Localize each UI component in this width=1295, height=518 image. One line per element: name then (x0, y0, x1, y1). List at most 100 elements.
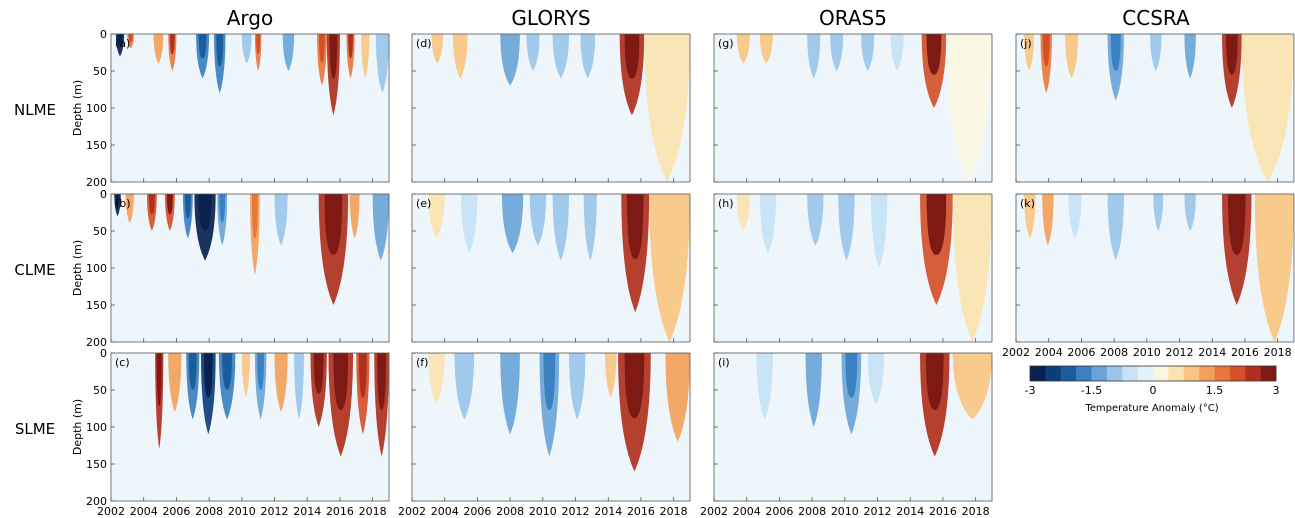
panel-i: (i) 2002 2004 2006 2008 2010 2012 2014 2016 2018 (700, 352, 993, 518)
anomaly-core (257, 353, 265, 390)
panel-a: (a) 0 50 100 150 200 Depth (m) (71, 28, 390, 189)
x-tick-label: 2008 (195, 505, 223, 518)
anomaly-core (313, 353, 324, 394)
y-tick-label: 50 (93, 65, 107, 78)
colorbar-swatch (1229, 366, 1246, 381)
anomaly-patch (1254, 194, 1294, 342)
y-tick-label: 50 (93, 225, 107, 238)
anomaly-patch (274, 353, 288, 413)
x-tick-label: 2006 (1067, 346, 1095, 359)
anomaly-core (925, 353, 944, 410)
panel-label: (e) (416, 197, 431, 210)
panel-d: (d) (411, 33, 691, 183)
colorbar-swatch (1045, 366, 1062, 381)
x-tick-label: 2018 (1264, 346, 1292, 359)
anomaly-core (216, 34, 224, 67)
colorbar-tick-label: 0 (1150, 384, 1157, 397)
anomaly-core (358, 353, 367, 398)
anomaly-core (626, 194, 644, 260)
anomaly-patch (568, 353, 586, 420)
anomaly-patch (153, 34, 164, 64)
anomaly-patch (454, 353, 475, 420)
panel-label: (f) (416, 356, 428, 369)
anomaly-patch (1042, 194, 1054, 246)
x-tick-label: 2008 (1100, 346, 1128, 359)
anomaly-patch (452, 34, 468, 79)
colorbar-swatch (1076, 366, 1092, 381)
x-tick-label: 2002 (1002, 346, 1030, 359)
anomaly-patch (552, 34, 569, 79)
colorbar-frame (1029, 365, 1277, 382)
colorbar-label: Temperature Anomaly (°C) (1084, 403, 1218, 414)
anomaly-patch (1024, 34, 1034, 71)
y-tick-label: 100 (86, 421, 107, 434)
colorbar-swatch (1122, 366, 1138, 381)
y-tick-label: 150 (86, 458, 107, 471)
colorbar-swatch (1106, 366, 1123, 381)
anomaly-patch (125, 194, 134, 224)
x-tick-label: 2014 (293, 505, 321, 518)
row-label-clme: CLME (14, 261, 55, 279)
x-tick-label: 2010 (228, 505, 256, 518)
anomaly-core (329, 34, 338, 79)
anomaly-patch (375, 34, 389, 94)
panel-label: (c) (115, 356, 130, 369)
panel-f: (f) 2002 2004 2006 2008 2010 2012 2014 2016 2018 (398, 352, 691, 518)
anomaly-core (1042, 34, 1050, 67)
anomaly-patch (1184, 194, 1196, 231)
panel-b: (b) 0 50 100 150 200 Depth (m) (71, 188, 390, 349)
x-tick-label: 2008 (798, 505, 826, 518)
anomaly-core (1110, 34, 1121, 71)
anomaly-patch (428, 353, 445, 405)
anomaly-patch (552, 194, 569, 261)
colorbar-tick-label: 3 (1273, 384, 1280, 397)
x-tick-label: 2016 (627, 505, 655, 518)
panel-h: (h) (713, 193, 993, 343)
x-tick-label: 2010 (529, 505, 557, 518)
anomaly-patch (1107, 194, 1124, 261)
colorbar-tick-label: -3 (1025, 384, 1036, 397)
x-tick-label: 2004 (733, 505, 761, 518)
panel-label: (g) (718, 37, 734, 50)
anomaly-patch (526, 34, 540, 71)
anomaly-core (926, 194, 947, 256)
anomaly-core (169, 34, 175, 55)
y-tick-label: 200 (86, 336, 107, 349)
x-tick-label: 2012 (1166, 346, 1194, 359)
x-tick-label: 2006 (162, 505, 190, 518)
anomaly-patch (644, 34, 690, 182)
column-title-oras5: ORAS5 (819, 6, 887, 30)
anomaly-core (219, 194, 226, 223)
column-title-argo: Argo (227, 6, 273, 30)
anomaly-core (624, 353, 645, 419)
colorbar-tick-label: 1.5 (1206, 384, 1224, 397)
colorbar: Temperature Anomaly (°C) -3 -1.5 0 1.5 3 (1025, 365, 1280, 414)
anomaly-patch (604, 353, 617, 398)
anomaly-core (188, 353, 197, 390)
panel-label: (k) (1020, 197, 1035, 210)
x-tick-label: 2006 (463, 505, 491, 518)
anomaly-patch (294, 353, 304, 420)
anomaly-patch (946, 34, 992, 182)
anomaly-patch (500, 353, 520, 435)
x-tick-label: 2014 (1198, 346, 1226, 359)
anomaly-patch (736, 34, 750, 64)
panel-k: (k) 2002 2004 2006 2008 2010 2012 2014 2016 2018 (1002, 193, 1295, 359)
anomaly-core (198, 194, 212, 231)
anomaly-patch (1150, 34, 1162, 71)
x-tick-label: 2012 (562, 505, 590, 518)
anomaly-patch (1153, 194, 1164, 231)
panel-g: (g) (713, 33, 993, 183)
x-tick-label: 2004 (130, 505, 158, 518)
anomaly-core (333, 353, 349, 410)
x-tick-label: 2016 (1231, 346, 1259, 359)
x-tick-label: 2016 (326, 505, 354, 518)
anomaly-core (222, 353, 233, 390)
anomaly-patch (838, 194, 855, 261)
panel-label: (h) (718, 197, 734, 210)
anomaly-patch (890, 34, 904, 71)
anomaly-patch (861, 34, 875, 71)
colorbar-swatch (1153, 366, 1169, 381)
panel-label: (d) (416, 37, 432, 50)
anomaly-core (1225, 34, 1238, 75)
